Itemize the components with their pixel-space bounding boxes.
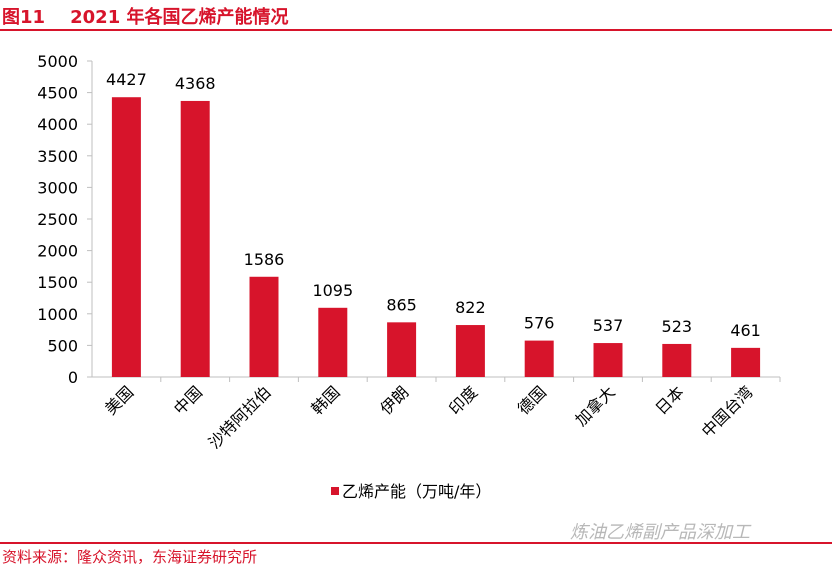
- y-tick-label: 0: [68, 368, 78, 387]
- x-tick-label: 中国台湾: [698, 382, 757, 441]
- figure-title: 图11 2021 年各国乙烯产能情况: [2, 7, 289, 28]
- data-label: 4368: [175, 74, 216, 93]
- y-tick-label: 3500: [37, 147, 78, 166]
- x-tick-label: 美国: [101, 382, 137, 418]
- x-tick-label: 韩国: [308, 382, 344, 418]
- bar: [455, 325, 485, 377]
- bar: [180, 100, 210, 378]
- y-tick-label: 1500: [37, 273, 78, 292]
- y-tick-label: 2500: [37, 210, 78, 229]
- source-note: 资料来源：隆众资讯，东海证券研究所: [2, 548, 258, 566]
- bar: [249, 276, 279, 377]
- watermark: 炼油乙烯副产品深加工: [570, 522, 750, 543]
- x-tick-label: 印度: [445, 382, 481, 418]
- y-tick-label: 3000: [37, 178, 78, 197]
- y-tick-label: 5000: [37, 52, 78, 71]
- bar-chart: 0 500 1000 1500 2000 2500 3000 3500 4000 4500 5000…: [37, 52, 781, 501]
- legend-label: 乙烯产能（万吨/年）: [342, 482, 491, 501]
- y-tick-label: 4500: [37, 84, 78, 103]
- x-tick-label: 沙特阿拉伯: [205, 382, 275, 452]
- x-tick-label: 加拿大: [571, 382, 618, 429]
- data-label: 1095: [312, 281, 353, 300]
- bar: [318, 307, 348, 377]
- top-rule: [0, 29, 832, 31]
- data-label: 576: [524, 314, 555, 333]
- bar: [593, 343, 623, 377]
- y-tick-label: 1000: [37, 305, 78, 324]
- x-tick-label: 德国: [514, 382, 550, 418]
- data-label: 822: [455, 298, 486, 317]
- data-label: 1586: [244, 250, 285, 269]
- data-label: 523: [662, 317, 693, 336]
- x-tick-label: 伊朗: [376, 382, 412, 418]
- bar: [662, 343, 692, 377]
- legend-swatch: [331, 487, 339, 495]
- bar: [387, 322, 417, 377]
- y-tick-label: 4000: [37, 115, 78, 134]
- bar: [111, 97, 141, 378]
- data-label: 537: [593, 316, 624, 335]
- bar: [731, 347, 761, 377]
- data-label: 461: [730, 321, 761, 340]
- data-label: 4427: [106, 70, 147, 89]
- x-tick-label: 日本: [652, 382, 688, 418]
- data-label: 865: [386, 295, 417, 314]
- bar: [524, 340, 554, 377]
- y-tick-label: 2000: [37, 242, 78, 261]
- bottom-rule: [0, 542, 832, 544]
- y-tick-label: 500: [47, 336, 78, 355]
- x-tick-label: 中国: [170, 382, 206, 418]
